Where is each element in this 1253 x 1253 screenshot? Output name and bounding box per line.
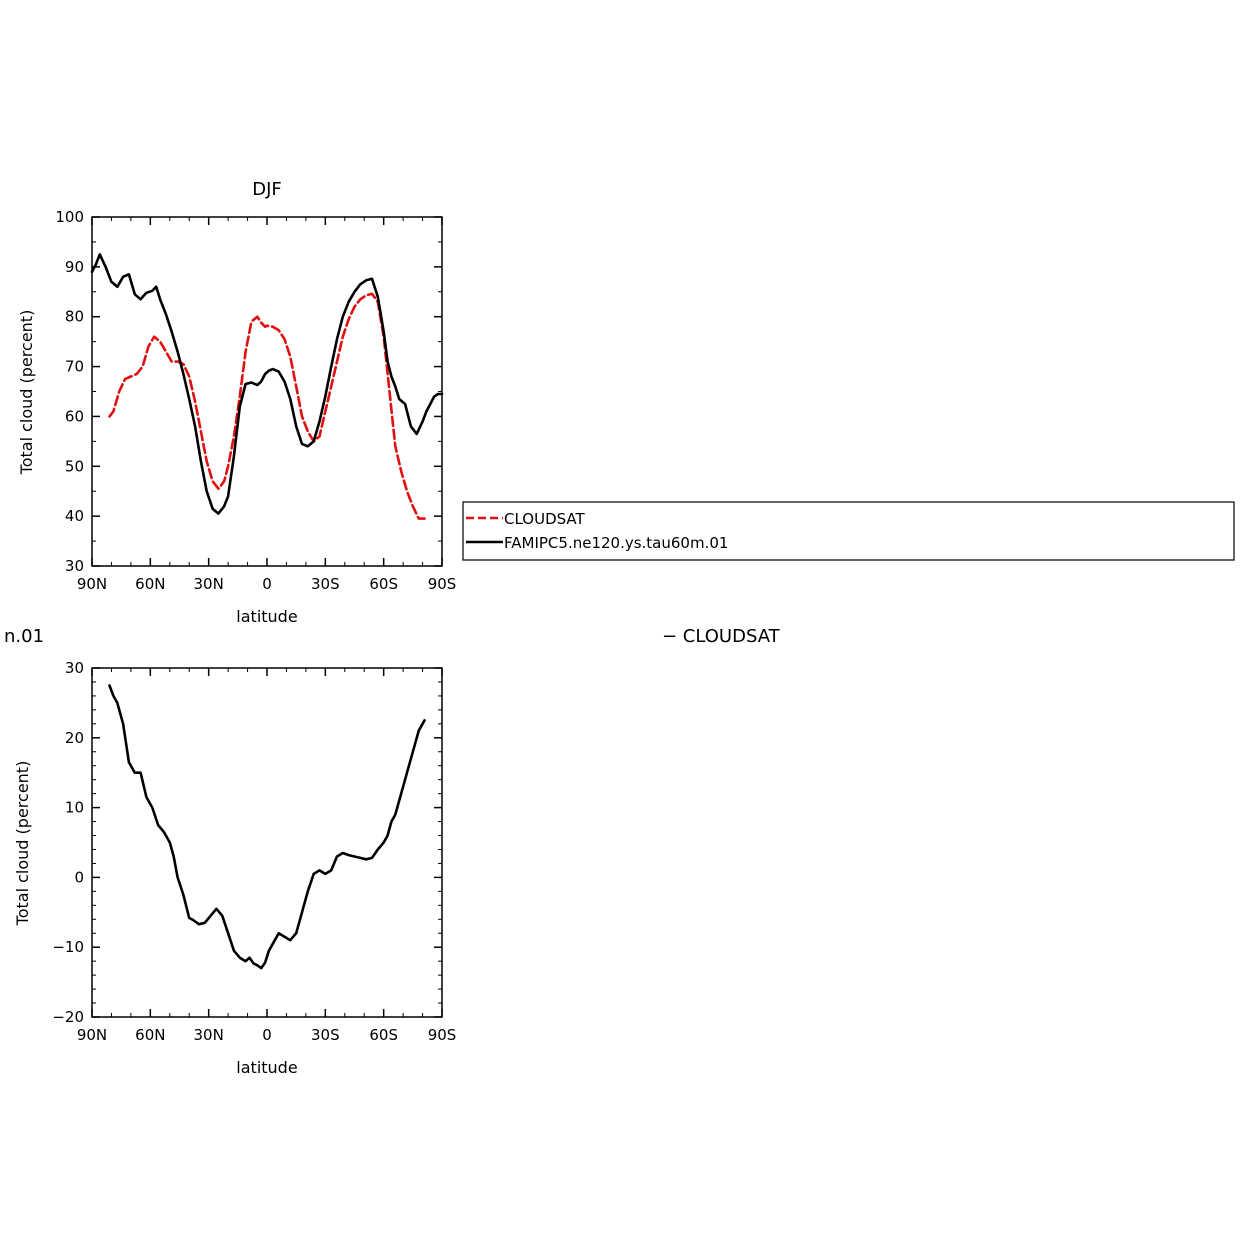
legend-entry-cloudsat: CLOUDSAT bbox=[504, 510, 586, 528]
top-panel-x-axis-title: latitude bbox=[236, 607, 297, 626]
bottom-panel-y-axis-title: Total cloud (percent) bbox=[13, 761, 32, 927]
x-tick-label: 60S bbox=[369, 1026, 398, 1044]
legend-box bbox=[462, 501, 1235, 561]
y-tick-label: 30 bbox=[65, 659, 84, 677]
x-tick-label: 0 bbox=[262, 575, 272, 593]
y-tick-label: 70 bbox=[65, 358, 84, 376]
plot-frame bbox=[91, 667, 443, 1018]
y-tick-label: 0 bbox=[74, 868, 84, 886]
y-tick-label: 100 bbox=[55, 208, 84, 226]
x-tick-label: 60S bbox=[369, 575, 398, 593]
x-tick-label: 30N bbox=[194, 1026, 224, 1044]
x-tick-label: 90S bbox=[428, 1026, 457, 1044]
x-tick-label: 60N bbox=[135, 575, 165, 593]
x-tick-label: 0 bbox=[262, 1026, 272, 1044]
x-tick-label: 90N bbox=[77, 575, 107, 593]
x-tick-label: 60N bbox=[135, 1026, 165, 1044]
series-line-cloudsat bbox=[108, 292, 426, 520]
y-tick-label: 80 bbox=[65, 308, 84, 326]
bottom-legend-fragment: − CLOUDSAT bbox=[662, 626, 781, 647]
bottom-panel: 90N 60N 30N 0 30S 60S 90S −20 −10 0 10 20 30 latitud… bbox=[13, 659, 456, 1077]
x-tick-label: 30S bbox=[311, 1026, 340, 1044]
bottom-panel-series bbox=[108, 684, 426, 970]
y-tick-label: 30 bbox=[65, 557, 84, 575]
legend: CLOUDSAT FAMIPC5.ne120.ys.tau60m.01 bbox=[462, 501, 1235, 561]
x-tick-label: 30S bbox=[311, 575, 340, 593]
y-tick-label: 60 bbox=[65, 407, 84, 425]
x-tick-label: 30N bbox=[194, 575, 224, 593]
x-tick-label: 90S bbox=[428, 575, 457, 593]
y-tick-label: 40 bbox=[65, 507, 84, 525]
y-tick-label: −10 bbox=[52, 938, 84, 956]
y-tick-label: −20 bbox=[52, 1008, 84, 1026]
y-tick-label: 20 bbox=[65, 729, 84, 747]
clipped-title-fragment: n.01 bbox=[4, 626, 44, 647]
y-tick-label: 10 bbox=[65, 799, 84, 817]
top-panel-axes: 90N 60N 30N 0 30S 60S 90S 30 40 50 60 70 80 90 100 bbox=[55, 208, 456, 593]
top-panel-y-axis-title: Total cloud (percent) bbox=[17, 310, 36, 476]
top-panel-title: DJF bbox=[252, 179, 282, 200]
y-tick-label: 90 bbox=[65, 258, 84, 276]
bottom-panel-x-axis-title: latitude bbox=[236, 1058, 297, 1077]
top-panel: DJF 90N 60N 30N 0 30S 60S 90S 30 40 50 60 70 80 90 100… bbox=[17, 179, 456, 626]
bottom-panel-axes: 90N 60N 30N 0 30S 60S 90S −20 −10 0 10 20 30 bbox=[52, 659, 456, 1044]
x-tick-label: 90N bbox=[77, 1026, 107, 1044]
series-line-panel2-0 bbox=[108, 684, 426, 970]
legend-entry-famipc5: FAMIPC5.ne120.ys.tau60m.01 bbox=[504, 534, 728, 552]
top-panel-series bbox=[90, 253, 444, 520]
series-line-famipc5 bbox=[90, 253, 444, 515]
y-tick-label: 50 bbox=[65, 457, 84, 475]
